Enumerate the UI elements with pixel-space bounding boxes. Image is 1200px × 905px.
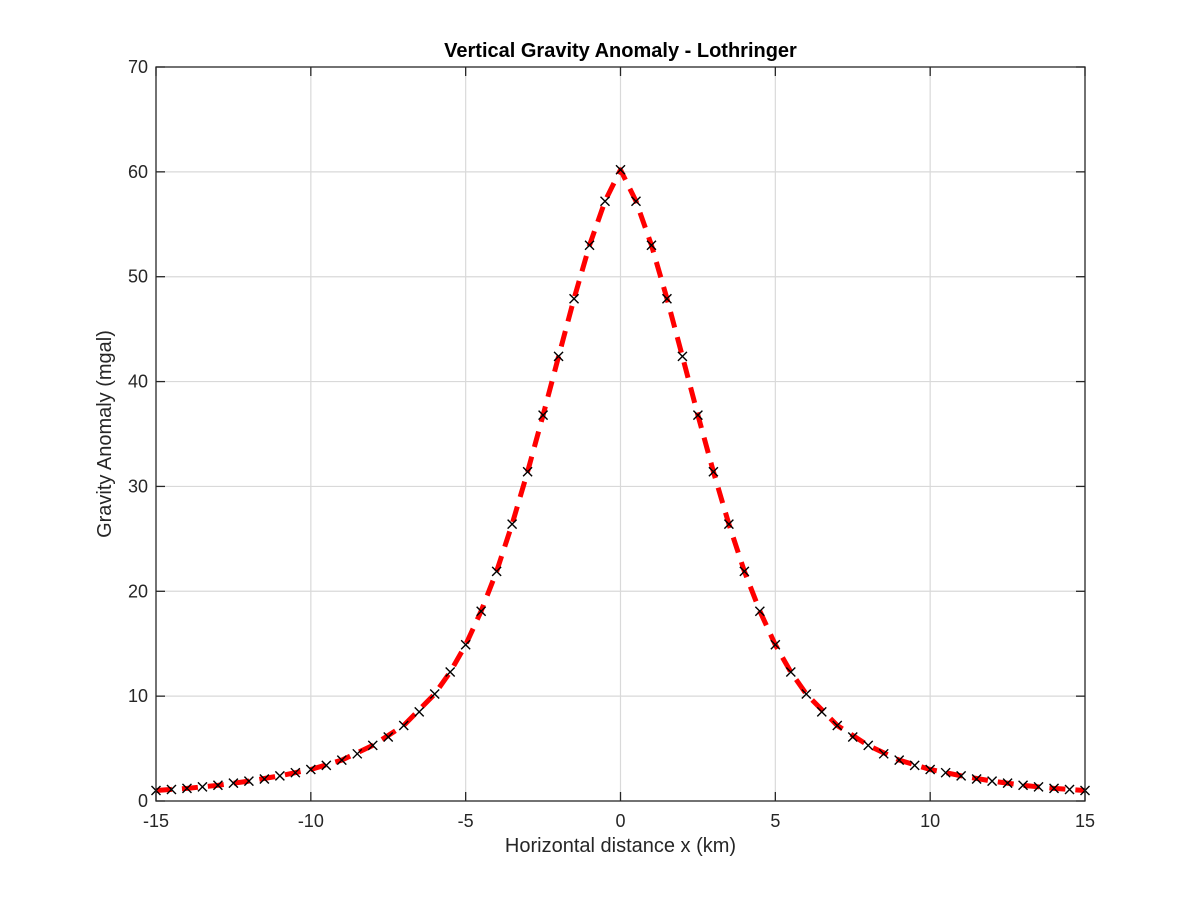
x-tick-label: 0 <box>615 811 625 831</box>
x-tick-label: 15 <box>1075 811 1095 831</box>
x-tick-label: -5 <box>458 811 474 831</box>
data-point-marker <box>940 767 951 778</box>
y-tick-label: 40 <box>128 372 148 392</box>
data-point-marker <box>971 773 982 784</box>
data-point-marker <box>445 667 456 678</box>
data-point-marker <box>863 740 874 751</box>
data-point-marker <box>1064 784 1075 795</box>
data-point-marker <box>507 519 518 530</box>
data-point-marker <box>615 164 626 175</box>
y-tick-label: 0 <box>138 791 148 811</box>
data-point-marker <box>584 240 595 251</box>
data-point-marker <box>847 732 858 743</box>
data-point-marker <box>414 706 425 717</box>
data-point-marker <box>708 466 719 477</box>
data-point-marker <box>878 748 889 759</box>
data-point-marker <box>383 732 394 743</box>
y-tick-label: 30 <box>128 476 148 496</box>
data-point-marker <box>367 740 378 751</box>
data-point-marker <box>553 351 564 362</box>
y-tick-label: 70 <box>128 57 148 77</box>
data-point-marker <box>1049 783 1060 794</box>
data-point-marker <box>569 293 580 304</box>
data-point-marker <box>197 781 208 792</box>
data-point-marker <box>956 770 967 781</box>
data-point-marker <box>243 776 254 787</box>
data-point-marker <box>894 755 905 766</box>
data-point-marker <box>228 778 239 789</box>
y-tick-label: 10 <box>128 686 148 706</box>
y-tick-label: 60 <box>128 162 148 182</box>
data-point-marker <box>460 639 471 650</box>
data-point-marker <box>1018 780 1029 791</box>
data-point-marker <box>816 706 827 717</box>
data-point-marker <box>723 519 734 530</box>
data-point-marker <box>538 410 549 421</box>
y-tick-label: 20 <box>128 581 148 601</box>
x-tick-label: -10 <box>298 811 324 831</box>
data-point-marker <box>987 776 998 787</box>
x-tick-label: 10 <box>920 811 940 831</box>
data-point-marker <box>677 351 688 362</box>
data-point-marker <box>739 566 750 577</box>
data-point-marker <box>646 240 657 251</box>
data-point-marker <box>1033 781 1044 792</box>
data-point-marker <box>925 764 936 775</box>
series <box>151 164 1090 796</box>
data-point-marker <box>336 755 347 766</box>
data-point-marker <box>352 748 363 759</box>
data-point-marker <box>181 783 192 794</box>
data-point-marker <box>770 639 781 650</box>
data-point-marker <box>166 784 177 795</box>
x-axis-label: Horizontal distance x (km) <box>505 835 736 857</box>
data-point-marker <box>398 720 409 731</box>
data-point-marker <box>321 760 332 771</box>
data-point-marker <box>491 566 502 577</box>
chart-title: Vertical Gravity Anomaly - Lothringer <box>444 40 797 62</box>
data-point-marker <box>832 720 843 731</box>
data-point-marker <box>429 689 440 700</box>
data-point-marker <box>259 773 270 784</box>
data-point-marker <box>692 410 703 421</box>
data-point-marker <box>785 667 796 678</box>
y-tick-label: 50 <box>128 267 148 287</box>
data-point-marker <box>661 293 672 304</box>
data-point-marker <box>522 466 533 477</box>
data-point-marker <box>909 760 920 771</box>
y-axis-label: Gravity Anomaly (mgal) <box>94 330 116 538</box>
data-point-marker <box>1002 778 1013 789</box>
data-point-marker <box>274 770 285 781</box>
x-tick-label: 5 <box>770 811 780 831</box>
data-point-marker <box>212 780 223 791</box>
ticks: -15 -10 -5 0 5 10 15 0 10 20 30 40 50 60 70 <box>128 57 1095 831</box>
data-point-marker <box>801 689 812 700</box>
data-point-marker <box>305 764 316 775</box>
data-point-marker <box>754 606 765 617</box>
data-point-marker <box>290 767 301 778</box>
series-markers-1 <box>151 164 1090 796</box>
data-point-marker <box>630 196 641 207</box>
data-point-marker <box>600 196 611 207</box>
data-point-marker <box>476 606 487 617</box>
x-tick-label: -15 <box>143 811 169 831</box>
